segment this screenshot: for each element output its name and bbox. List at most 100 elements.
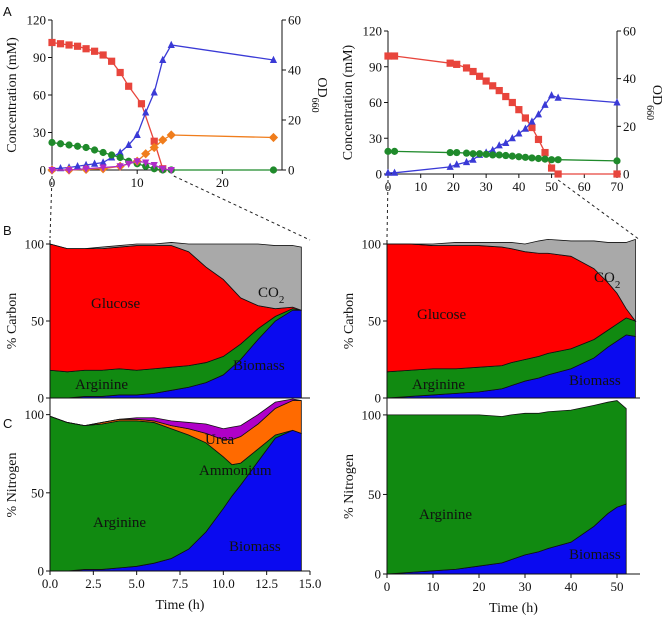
data-point (125, 140, 133, 148)
area-label-arginine: Arginine (75, 377, 128, 393)
y-tick-label: 50 (368, 487, 381, 502)
data-point (141, 149, 151, 159)
data-point (167, 167, 175, 175)
data-point (508, 152, 516, 160)
data-point (56, 40, 65, 48)
series-line (51, 44, 274, 170)
data-point (384, 52, 392, 60)
chart-b-left: 0 50 100 % Carbon Glucose Arginine Biomass CO2 (5, 237, 310, 406)
y-tick-label: 60 (369, 95, 382, 110)
data-point (462, 149, 471, 157)
chart-c-left: 0 50 100 0.0 2.5 5.0 7.5 10.0 12.5 15.0 Time (h) % … (5, 395, 321, 613)
data-point (469, 155, 477, 163)
y-tick-label: 120 (363, 24, 383, 39)
x-tick-label: 5.0 (129, 576, 145, 591)
data-point (534, 110, 543, 118)
data-point (495, 151, 503, 159)
data-point (116, 163, 124, 171)
series-arginine (384, 147, 621, 165)
x-tick-label: 7.5 (172, 576, 188, 591)
y-axis-title: % Nitrogen (342, 454, 357, 519)
y-tick-label: 100 (362, 407, 382, 422)
data-point (159, 55, 167, 63)
data-point (390, 147, 399, 155)
x-axis-title: Time (h) (156, 598, 205, 613)
x-tick-label: 40 (512, 179, 525, 194)
data-point (65, 167, 73, 175)
y2-tick-label: 40 (288, 63, 301, 78)
area-urea (49, 398, 302, 441)
y-tick-label: 100 (362, 237, 382, 252)
data-point (99, 51, 107, 59)
axes (46, 395, 311, 575)
x-tick-label: 12.5 (255, 576, 278, 591)
axes (48, 19, 286, 174)
y2-axis-title: OD660 (310, 77, 330, 112)
data-point (149, 142, 159, 153)
data-point (495, 86, 503, 95)
data-point (508, 134, 516, 142)
y-tick-label: 0 (375, 567, 382, 582)
data-point (554, 156, 562, 164)
area-label-biomass: Biomass (229, 539, 281, 555)
chart-a-right: 0 10 20 30 40 50 60 7003060901200204060Concentr… (341, 24, 664, 195)
series-line (388, 94, 618, 174)
series-urea (48, 158, 175, 175)
area-arginine (386, 400, 627, 575)
data-point (495, 141, 503, 149)
y-tick-label: 0 (38, 391, 45, 406)
y-tick-label: 120 (27, 13, 47, 28)
y-tick-label: 0 (40, 163, 47, 178)
y-tick-label: 30 (369, 131, 382, 146)
x-tick-label: 20 (447, 179, 460, 194)
panel-letter-b: B (3, 223, 12, 238)
y-tick-label: 100 (25, 407, 45, 422)
area-label-ammonium: Ammonium (199, 463, 272, 479)
data-point (65, 41, 73, 49)
data-point (541, 155, 549, 163)
data-point (613, 157, 621, 165)
y2-tick-label: 0 (623, 167, 630, 182)
y-tick-label: 100 (25, 237, 45, 252)
y2-tick-label: 20 (288, 113, 301, 128)
data-point (489, 145, 497, 154)
data-point (528, 123, 536, 132)
y-axis-title: % Nitrogen (5, 453, 20, 518)
data-point (90, 159, 99, 167)
data-point (547, 164, 556, 172)
y-axis-title: % Carbon (342, 293, 357, 349)
series-od660 (384, 91, 621, 176)
data-point (508, 98, 516, 107)
y-tick-label: 0 (38, 564, 45, 579)
data-point (613, 98, 621, 106)
data-point (65, 141, 73, 149)
y-tick-label: 50 (31, 314, 44, 329)
data-point (547, 91, 556, 99)
data-point (48, 38, 56, 47)
x-tick-label: 20 (473, 579, 486, 594)
y2-title-main: OD (314, 77, 329, 97)
data-point (268, 132, 279, 143)
x-tick-label: 40 (565, 579, 578, 594)
y-tick-label: 50 (368, 314, 381, 329)
data-point (99, 158, 107, 166)
data-point (125, 82, 133, 90)
area-label-glucose: Glucose (91, 296, 140, 312)
series-line (51, 141, 274, 171)
y2-title-main: OD (649, 85, 664, 105)
connector-right-start (386, 179, 389, 239)
data-point (469, 67, 477, 76)
area-label-arginine: Arginine (93, 515, 146, 531)
x-tick-label: 0 (384, 579, 391, 594)
data-point (489, 151, 497, 159)
y2-tick-label: 60 (288, 13, 301, 28)
y-tick-label: 60 (33, 88, 46, 103)
data-point (133, 130, 141, 138)
data-point (521, 114, 529, 122)
x-tick-label: 15.0 (299, 576, 322, 591)
data-point (453, 148, 461, 157)
data-point (116, 68, 124, 77)
data-point (482, 150, 490, 158)
data-point (502, 151, 510, 160)
